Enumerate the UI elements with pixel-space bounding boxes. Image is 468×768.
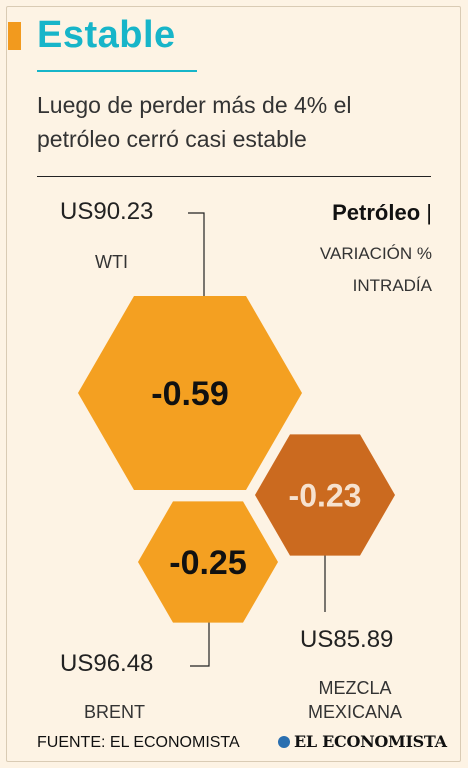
brent-price: US96.48	[60, 650, 154, 677]
wti-hexagon	[78, 296, 302, 490]
legend-title-bold: Petróleo	[332, 200, 421, 225]
wti-connector	[188, 212, 205, 297]
mezcla-change-value: -0.23	[289, 478, 362, 514]
title-accent-bar	[8, 22, 21, 50]
wti-change-value: -0.59	[151, 375, 229, 413]
subtitle: Luego de perder más de 4% el petróleo ce…	[37, 92, 352, 152]
infographic-frame	[6, 6, 461, 762]
legend-subtitle-line2: INTRADÍA	[352, 276, 432, 295]
wti-label: WTI	[95, 252, 128, 272]
mezcla-label: MEZCLA MEXICANA	[307, 678, 403, 722]
hexagons: -0.59 -0.25 -0.23	[78, 296, 395, 623]
legend-title: Petróleo |	[332, 200, 432, 226]
publisher-logo: EL ECONOMISTA	[278, 732, 447, 751]
brent-change-value: -0.25	[169, 544, 247, 582]
logo-icon	[278, 735, 290, 748]
legend-subtitle-line1: VARIACIÓN %	[319, 244, 432, 263]
mezcla-price: US85.89	[300, 626, 394, 653]
brent-hexagon	[138, 501, 278, 623]
separator-line	[37, 176, 431, 177]
legend-title-separator: |	[426, 200, 432, 225]
connector-lines	[188, 212, 326, 667]
source-note: FUENTE: EL ECONOMISTA	[37, 734, 240, 751]
page-title: Estable	[37, 14, 176, 56]
legend-subtitle: VARIACIÓN % INTRADÍA	[232, 238, 432, 302]
brent-label: BRENT	[84, 702, 146, 722]
brent-connector	[190, 621, 210, 667]
title-underline	[37, 70, 197, 72]
mezcla-hexagon	[255, 434, 395, 556]
logo-text: EL ECONOMISTA	[294, 732, 447, 751]
wti-price: US90.23	[60, 198, 154, 225]
